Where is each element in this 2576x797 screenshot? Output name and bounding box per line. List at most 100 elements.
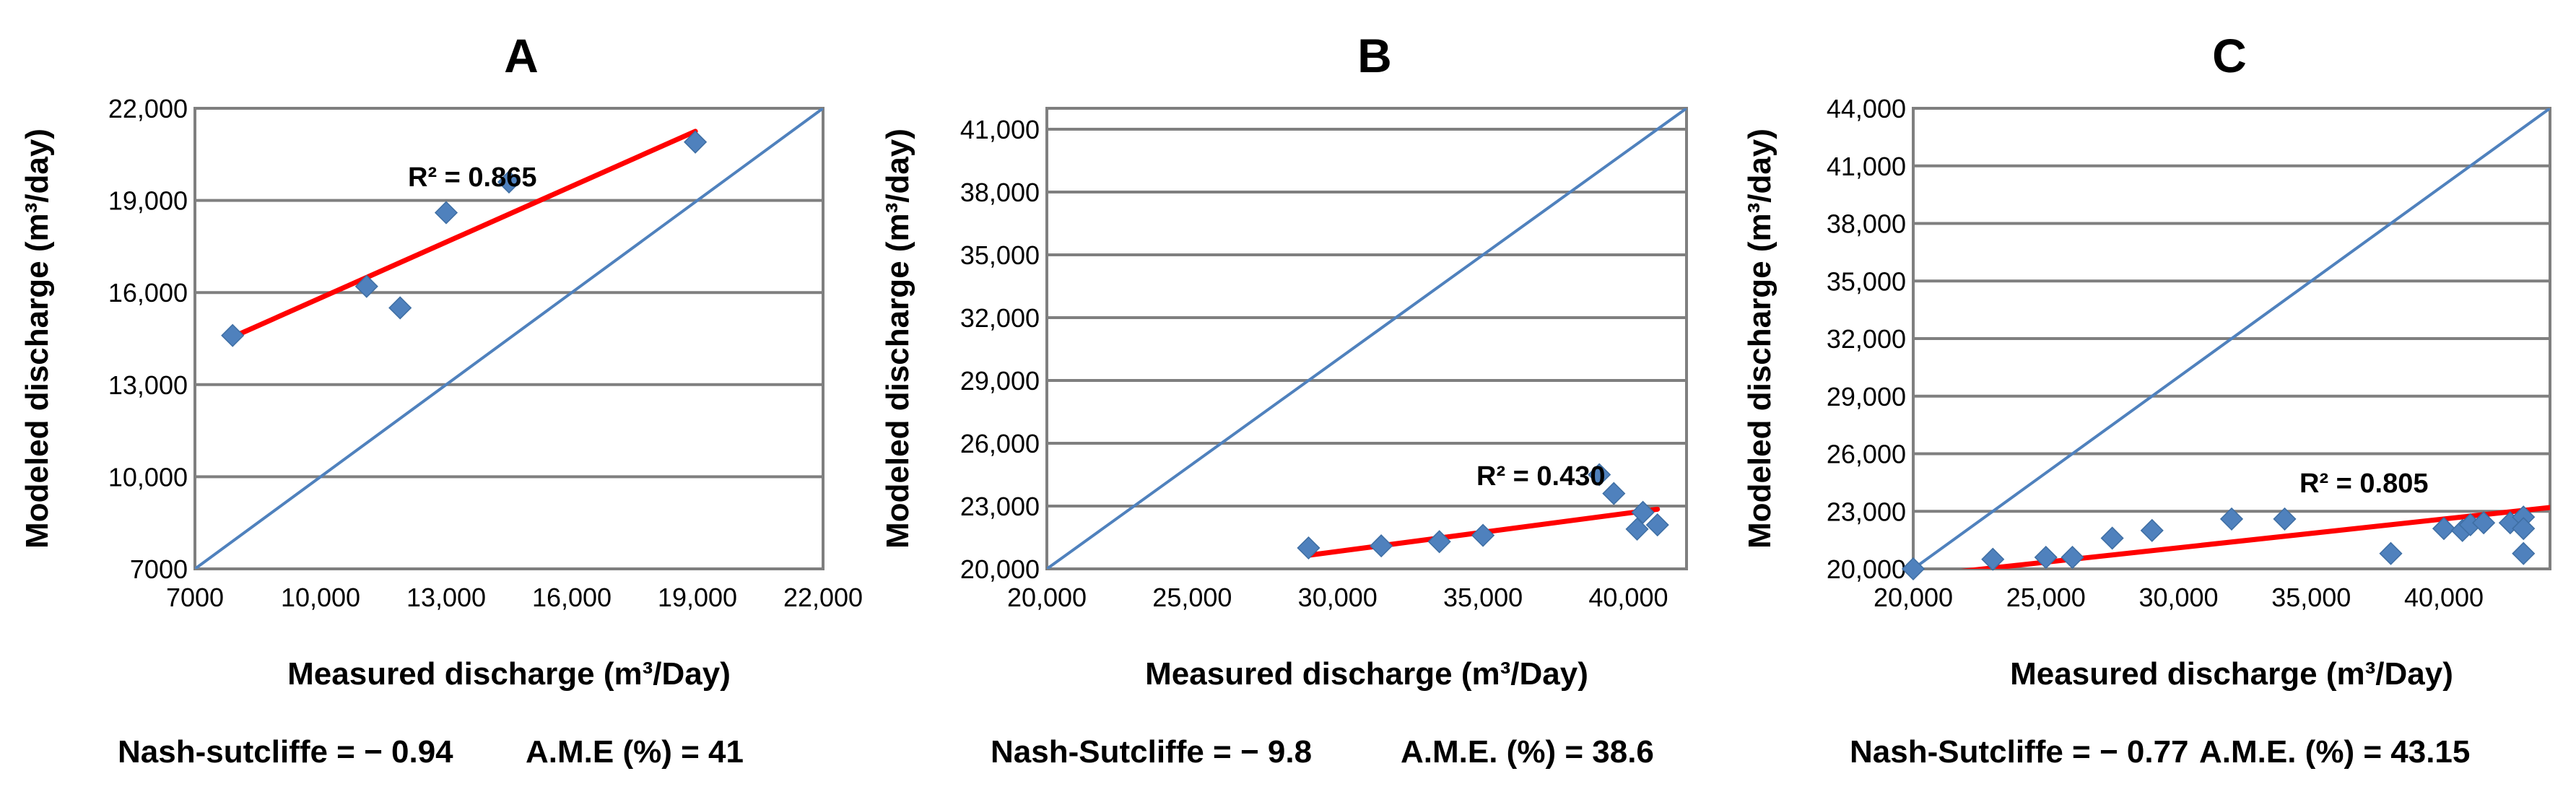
y-tick-label: 41,000 [960, 115, 1040, 144]
y-axis-title: Modeled discharge (m³/day) [1742, 129, 1777, 549]
plot-frame [1045, 107, 1688, 570]
plot-area [1047, 108, 1687, 569]
ame-label: A.M.E. (%) = 38.6 [1401, 734, 1654, 770]
y-tick-label: 41,000 [1827, 152, 1906, 181]
data-point [1588, 463, 1611, 487]
x-tick-label: 35,000 [1443, 583, 1523, 612]
x-tick-label: 10,000 [281, 583, 360, 612]
y-tick-label: 35,000 [960, 240, 1040, 270]
x-tick-label: 35,000 [2271, 583, 2351, 612]
x-axis-title: Measured discharge (m³/Day) [1145, 656, 1588, 692]
y-tick-label: 29,000 [1827, 382, 1906, 411]
y-tick-label: 26,000 [960, 429, 1040, 458]
trend-line [1960, 505, 2550, 569]
x-tick-label: 20,000 [1874, 583, 1953, 612]
data-point [1631, 500, 1655, 524]
plot-area [195, 108, 823, 569]
r-squared-label: R² = 0.865 [408, 162, 537, 193]
y-tick-label: 19,000 [108, 186, 188, 216]
data-point [2512, 541, 2536, 565]
x-tick-label: 16,000 [532, 583, 612, 612]
panel-a: A 7000 10,000 13,000 16,000 19,000 22,000 7000 1… [19, 29, 863, 770]
y-tick-label: 29,000 [960, 366, 1040, 396]
data-point [1645, 513, 1669, 537]
data-point [388, 296, 412, 320]
x-tick-label: 30,000 [1298, 583, 1378, 612]
y-axis-title: Modeled discharge (m³/day) [880, 129, 915, 549]
y-tick-label: 10,000 [108, 462, 188, 492]
y-tick-label: 20,000 [1827, 554, 1906, 584]
panel-c: C 20,000 23,000 26,000 29,000 32,000 35,000 38,… [1742, 29, 2551, 770]
x-tick-label: 25,000 [2006, 583, 2086, 612]
y-tick-label: 20,000 [960, 554, 1040, 584]
data-point [2100, 526, 2124, 550]
x-tick-label: 19,000 [658, 583, 737, 612]
x-tick-label: 40,000 [2404, 583, 2484, 612]
one-to-one-line [1913, 108, 2550, 569]
data-point [1602, 482, 1626, 505]
y-tick-label: 32,000 [1827, 324, 1906, 354]
x-tick-label: 25,000 [1152, 583, 1232, 612]
y-tick-label: 16,000 [108, 278, 188, 308]
data-point [434, 201, 458, 225]
trend-line [230, 129, 698, 340]
ame-label: A.M.E (%) = 41 [526, 734, 744, 770]
x-tick-label: 20,000 [1007, 583, 1087, 612]
data-point [1297, 536, 1320, 560]
x-tick-label: 40,000 [1588, 583, 1668, 612]
plot-frame [1912, 107, 2551, 570]
nash-sutcliffe-label: Nash-Sutcliffe = − 0.77 [1850, 734, 2189, 770]
data-point [2432, 517, 2456, 541]
panel-title: C [2212, 29, 2247, 82]
x-axis-title: Measured discharge (m³/Day) [2010, 656, 2453, 692]
y-tick-label: 23,000 [1827, 497, 1906, 526]
one-to-one-line [1047, 108, 1687, 569]
y-tick-label: 22,000 [108, 94, 188, 123]
data-point [2379, 541, 2403, 565]
panel-b: B 20,000 23,000 26,000 29,000 32,000 35,000 38,… [880, 29, 1688, 770]
data-point [1981, 547, 2005, 571]
r-squared-label: R² = 0.805 [2299, 469, 2429, 499]
data-point [2061, 545, 2084, 570]
y-tick-label: 38,000 [960, 178, 1040, 207]
r-squared-label: R² = 0.430 [1476, 461, 1606, 492]
nash-sutcliffe-label: Nash-sutcliffe = − 0.94 [118, 734, 453, 770]
ame-label: A.M.E. (%) = 43.15 [2199, 734, 2470, 770]
data-point [1427, 530, 1451, 554]
panel-title: A [504, 29, 539, 82]
nash-sutcliffe-label: Nash-Sutcliffe = − 9.8 [991, 734, 1312, 770]
y-tick-label: 26,000 [1827, 440, 1906, 469]
y-tick-label: 44,000 [1827, 94, 1906, 123]
x-tick-label: 13,000 [406, 583, 486, 612]
data-point [2219, 507, 2244, 531]
data-point [2512, 517, 2536, 541]
data-point [2472, 511, 2496, 535]
plot-area [1913, 108, 2550, 569]
data-point [2034, 545, 2058, 570]
data-point [354, 274, 378, 298]
x-axis-title: Measured discharge (m³/Day) [287, 656, 731, 692]
y-tick-label: 13,000 [108, 370, 188, 400]
y-tick-label: 35,000 [1827, 266, 1906, 296]
data-point [221, 323, 245, 347]
y-tick-label: 7000 [130, 554, 188, 584]
plot-frame [193, 107, 824, 570]
data-point [1370, 534, 1393, 558]
data-point [1901, 557, 1926, 581]
y-tick-label: 23,000 [960, 492, 1040, 521]
y-tick-label: 32,000 [960, 303, 1040, 333]
data-point [684, 130, 708, 154]
one-to-one-line [195, 108, 823, 569]
data-point [497, 170, 521, 194]
y-tick-label: 38,000 [1827, 209, 1906, 239]
data-point [2273, 507, 2297, 531]
data-point [1471, 523, 1495, 547]
x-tick-label: 7000 [166, 583, 224, 612]
x-tick-label: 22,000 [783, 583, 863, 612]
data-point [1625, 517, 1649, 541]
panel-title: B [1357, 29, 1392, 82]
x-tick-label: 30,000 [2138, 583, 2218, 612]
data-point [2140, 518, 2164, 542]
y-axis-title: Modeled discharge (m³/day) [19, 129, 55, 549]
